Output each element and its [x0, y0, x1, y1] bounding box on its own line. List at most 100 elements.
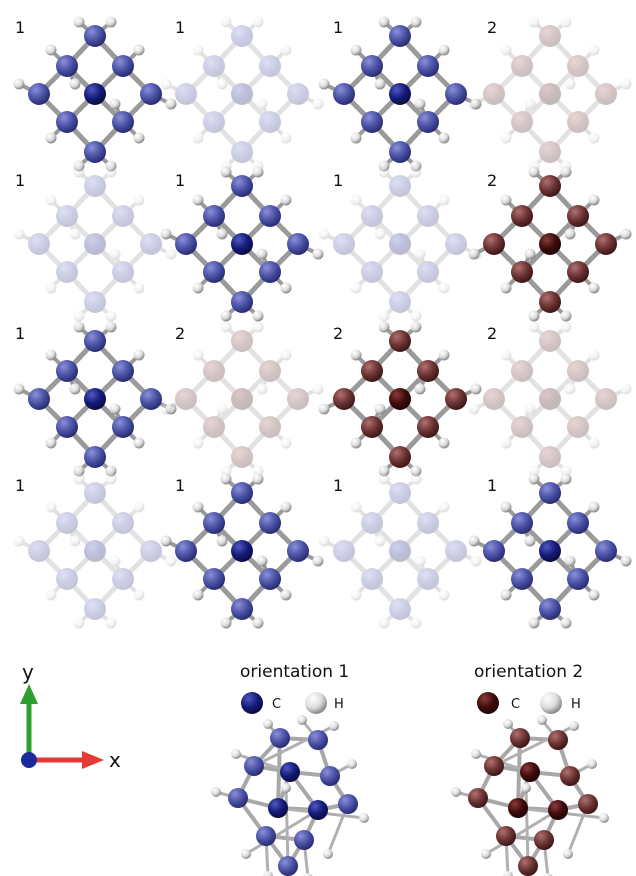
hydrogen-atom — [414, 555, 426, 567]
carbon-atom — [361, 205, 383, 227]
carbon-atom — [112, 512, 134, 534]
carbon-atom — [510, 728, 530, 748]
carbon-atom — [28, 388, 50, 410]
hydrogen-atom — [468, 535, 480, 547]
hydrogen-atom — [252, 473, 264, 485]
carbon-atom — [231, 83, 253, 105]
cell-orientation-number: 1 — [15, 18, 25, 37]
hydrogen-atom — [350, 501, 362, 513]
carbon-atom — [84, 25, 106, 47]
hydrogen-atom — [528, 16, 540, 28]
hydrogen-atom — [109, 403, 121, 415]
hydrogen-atom — [160, 228, 172, 240]
hydrogen-atom — [378, 16, 390, 28]
carbon-atom — [539, 540, 561, 562]
hydrogen-atom — [599, 813, 609, 823]
carbon-atom — [445, 83, 467, 105]
bond — [485, 808, 559, 856]
carbon-atom — [389, 540, 411, 562]
carbon-atom — [175, 83, 197, 105]
carbon-atom — [361, 416, 383, 438]
hydrogen-atom — [45, 282, 57, 294]
hydrogen-atom — [470, 383, 482, 395]
hydrogen-atom — [438, 501, 450, 513]
molecule-cell-r3-c2 — [160, 321, 324, 477]
carbon-atom — [259, 512, 281, 534]
hydrogen-atom — [374, 228, 386, 240]
carbon-swatch-o1 — [241, 692, 263, 714]
carbon-atom — [389, 25, 411, 47]
carbon-atom — [417, 205, 439, 227]
hydrogen-atom — [378, 617, 390, 629]
carbon-atom — [259, 55, 281, 77]
carbon-atom — [28, 83, 50, 105]
hydrogen-atom — [220, 310, 232, 322]
hydrogen-atom — [45, 349, 57, 361]
carbon-atom — [140, 540, 162, 562]
legend-title-orientation-2: orientation 2 — [474, 662, 583, 682]
carbon-atom — [417, 512, 439, 534]
cell-orientation-number: 2 — [487, 171, 497, 190]
hydrogen-atom — [564, 383, 576, 395]
carbon-atom — [511, 111, 533, 133]
hydrogen-atom — [192, 132, 204, 144]
carbon-atom — [560, 766, 580, 786]
hydrogen-atom — [378, 310, 390, 322]
carbon-atom — [259, 261, 281, 283]
hydrogen-atom — [216, 78, 228, 90]
carbon-atom — [333, 83, 355, 105]
hydrogen-atom — [524, 535, 536, 547]
cell-orientation-number: 1 — [175, 171, 185, 190]
carbon-atom — [567, 55, 589, 77]
hydrogen-atom — [414, 98, 426, 110]
carbon-atom — [56, 512, 78, 534]
hydrogen-atom — [451, 787, 461, 797]
carbon-atom — [231, 540, 253, 562]
carbon-atom — [539, 446, 561, 468]
molecule-cell-r3-c3 — [318, 321, 482, 477]
legend-title-orientation-1: orientation 1 — [240, 662, 349, 682]
carbon-atom — [389, 482, 411, 504]
hydrogen-atom — [560, 16, 572, 28]
bond — [524, 787, 530, 867]
carbon-atom — [231, 330, 253, 352]
carbon-atom — [56, 55, 78, 77]
carbon-atom — [112, 205, 134, 227]
carbon-atom — [567, 205, 589, 227]
carbon-atom — [389, 330, 411, 352]
hydrogen-atom — [312, 248, 324, 260]
hydrogen-atom — [73, 166, 85, 178]
hydrogen-atom — [280, 349, 292, 361]
hydrogen-atom — [560, 321, 572, 333]
hydrogen-atom — [528, 321, 540, 333]
hydrogen-atom — [69, 535, 81, 547]
hydrogen-atom — [471, 749, 481, 759]
carbon-atom — [417, 111, 439, 133]
carbon-atom — [548, 730, 568, 750]
hydrogen-atom — [560, 166, 572, 178]
carbon-atom — [445, 233, 467, 255]
hydrogen-atom — [410, 310, 422, 322]
carbon-atom — [578, 794, 598, 814]
carbon-atom — [361, 512, 383, 534]
hydrogen-atom — [329, 721, 339, 731]
carbon-atom — [259, 111, 281, 133]
hydrogen-label-o2: H — [571, 697, 581, 712]
molecule-cell-r1-c2 — [160, 16, 324, 172]
hydrogen-atom — [192, 349, 204, 361]
carbon-atom — [389, 598, 411, 620]
carbon-atom — [287, 83, 309, 105]
cell-orientation-number: 2 — [175, 324, 185, 343]
carbon-atom — [539, 83, 561, 105]
carbon-atom — [259, 205, 281, 227]
hydrogen-atom — [350, 44, 362, 56]
carbon-atom — [320, 766, 340, 786]
carbon-atom — [389, 175, 411, 197]
hydrogen-atom — [45, 194, 57, 206]
hydrogen-atom — [468, 248, 480, 260]
hydrogen-atom — [133, 194, 145, 206]
hydrogen-atom — [560, 310, 572, 322]
hydrogen-atom — [350, 437, 362, 449]
hydrogen-atom — [105, 310, 117, 322]
hydrogen-atom — [241, 849, 251, 859]
